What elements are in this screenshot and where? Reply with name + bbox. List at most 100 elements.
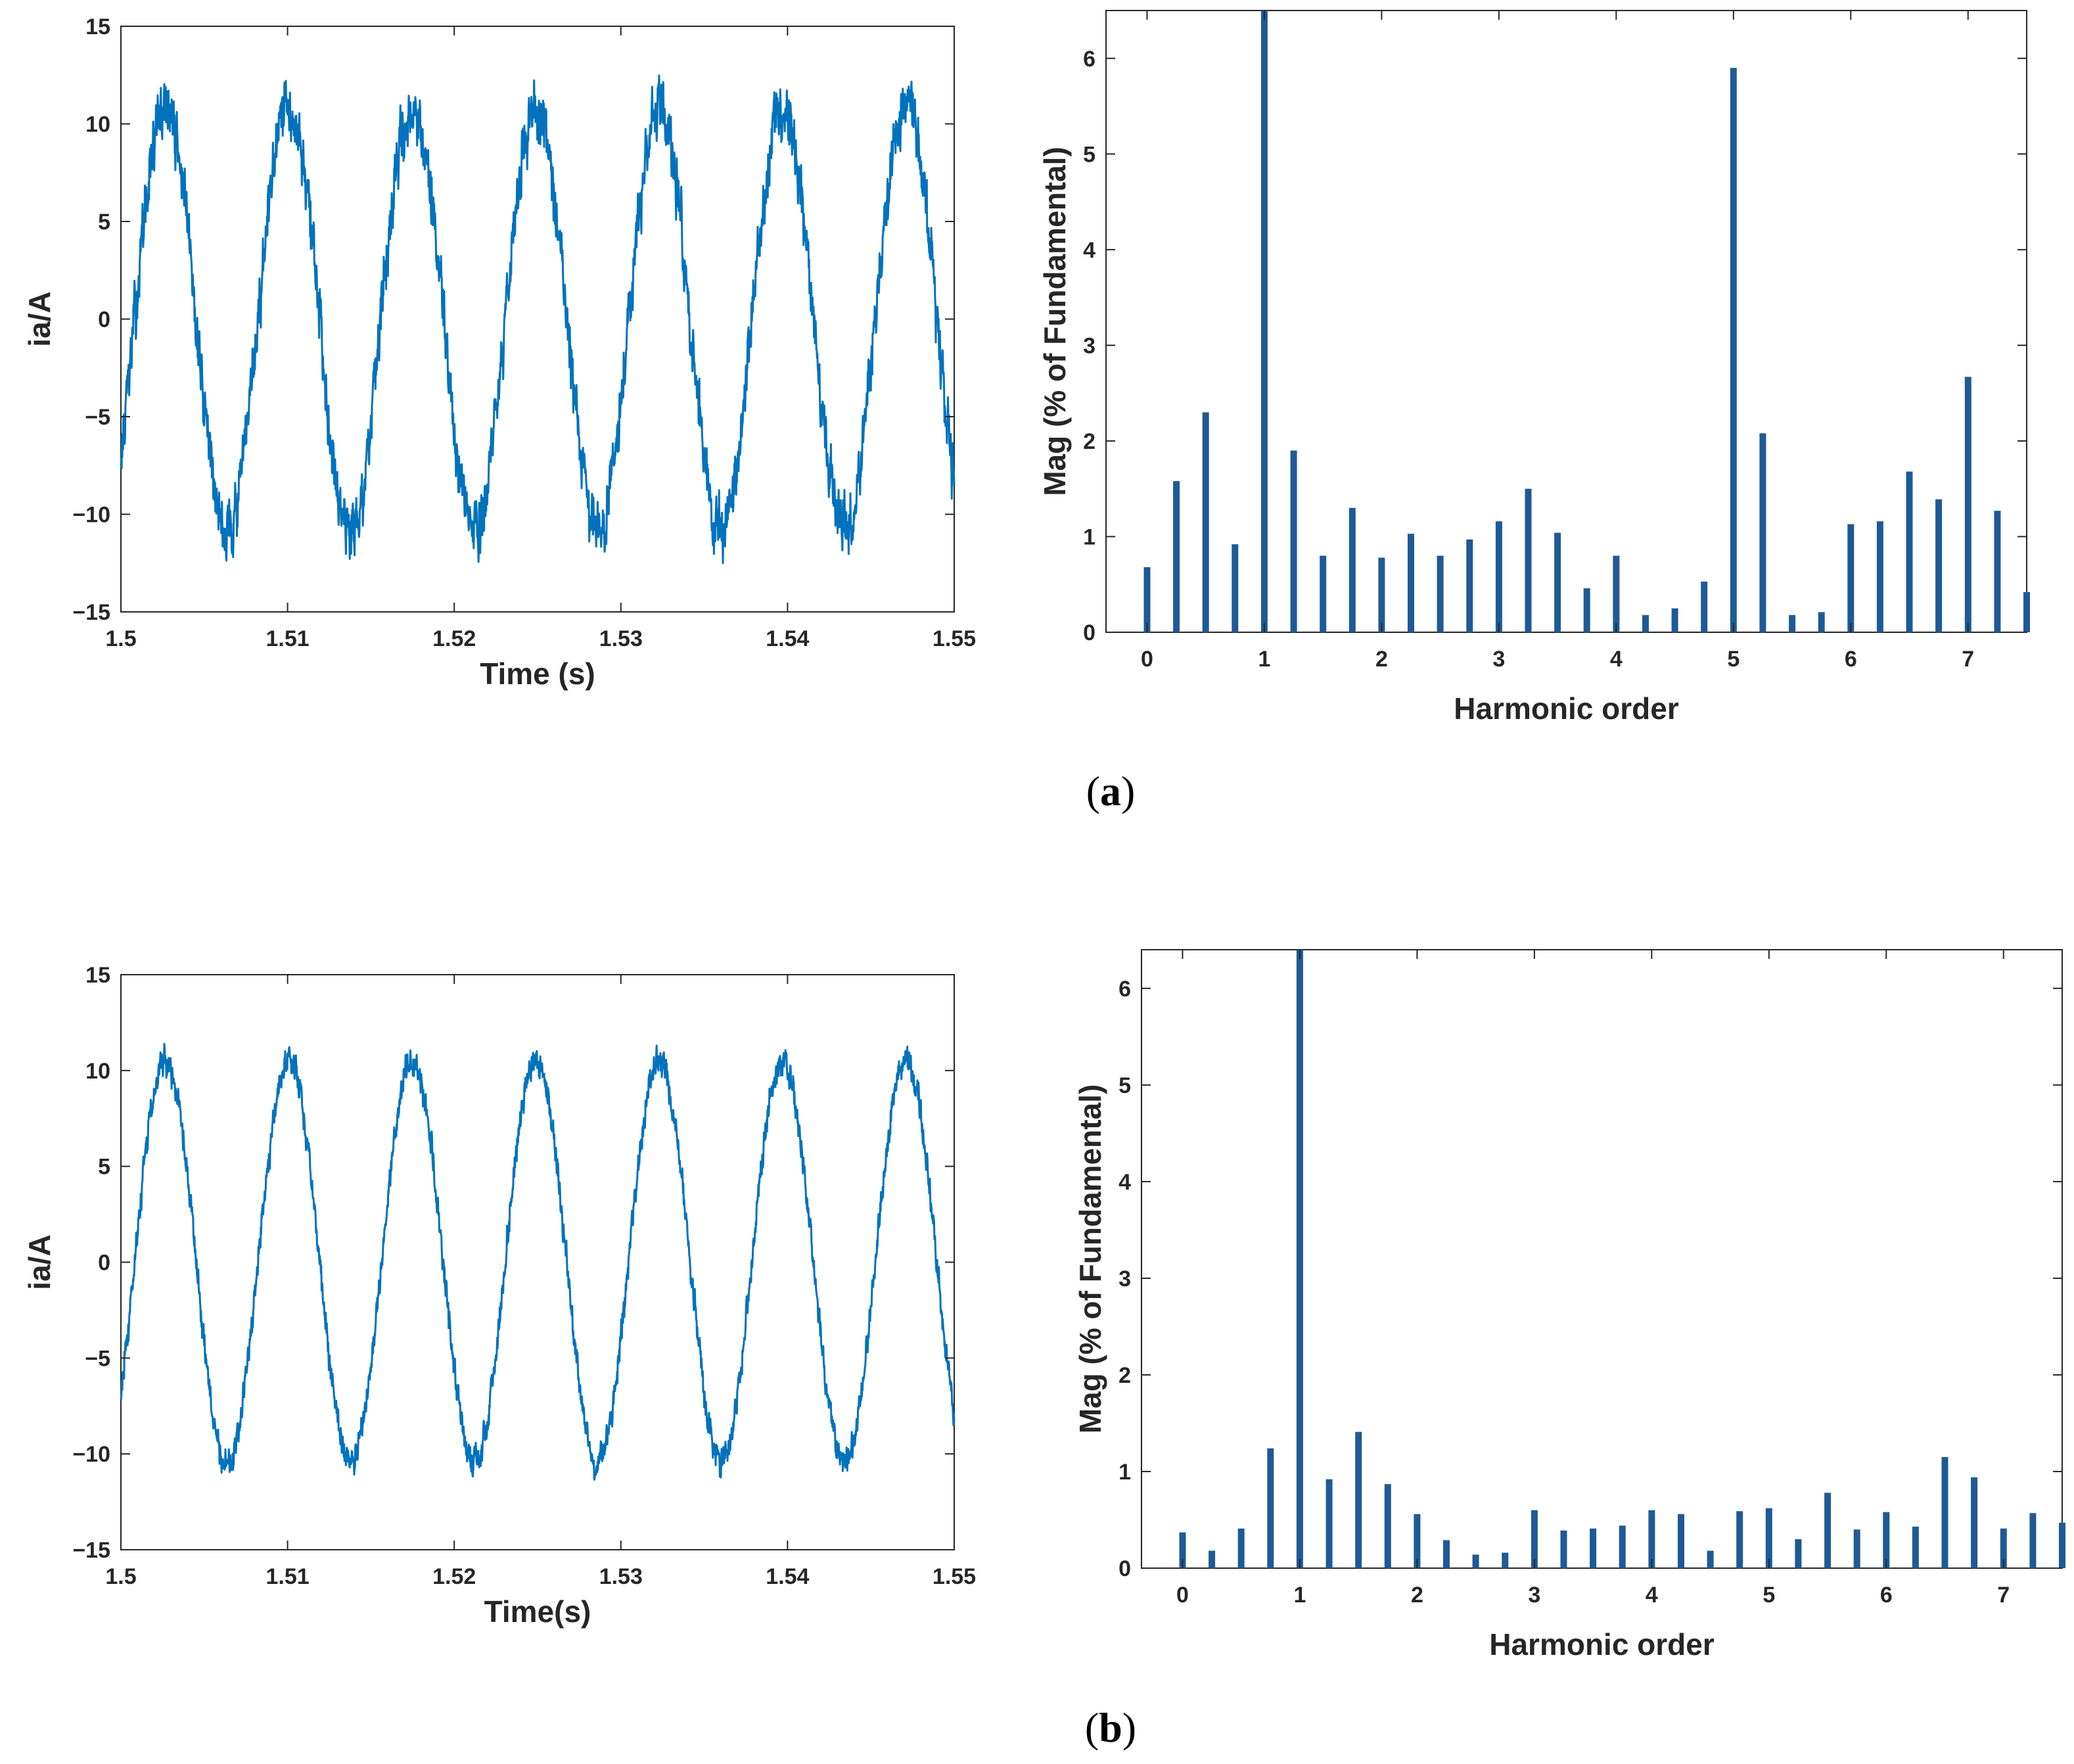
- harmonic-bar: [1378, 557, 1385, 632]
- x-tick-label: 5: [1727, 647, 1740, 672]
- x-tick-label: 2: [1375, 647, 1388, 672]
- x-tick-label: 6: [1880, 1583, 1893, 1608]
- harmonic-bar: [1502, 1552, 1509, 1568]
- x-tick-label: 3: [1528, 1583, 1540, 1608]
- x-tick-label: 0: [1176, 1583, 1189, 1608]
- harmonic-bar: [1759, 433, 1766, 632]
- harmonic-bar: [1260, 11, 1268, 632]
- x-tick-label: 1.51: [266, 1564, 310, 1589]
- harmonic-bar: [1701, 581, 1708, 632]
- x-axis-label: Harmonic order: [1454, 691, 1679, 726]
- x-axis-label: Time(s): [484, 1594, 591, 1629]
- harmonic-bar: [1290, 450, 1297, 632]
- x-tick-label: 6: [1845, 647, 1857, 672]
- harmonic-bar: [1443, 1540, 1450, 1568]
- chart-a-harmonic-spectrum: 0 1 2 3 4 5 6 0 1 2 3 4 5 6 7 Harmonic order Mag (% of F…: [1038, 10, 2030, 726]
- a-right-plot-frame: [1105, 10, 2027, 633]
- harmonic-bar: [1554, 532, 1561, 632]
- y-tick-label: 5: [1118, 1073, 1131, 1098]
- harmonic-bar: [1671, 608, 1678, 632]
- y-tick-label: 0: [1083, 620, 1095, 645]
- x-tick-label: 2: [1411, 1583, 1423, 1608]
- harmonic-bar: [1325, 1479, 1333, 1568]
- x-tick-label: 1.55: [933, 626, 976, 651]
- chart-a-time-series: 15 10 5 0 −5 −10 −151.5 1.51 1.52 1.53 1.54 1.55 Tim…: [22, 14, 976, 691]
- harmonic-bar: [1847, 524, 1855, 632]
- harmonic-bar: [1941, 1456, 1948, 1568]
- x-tick-label: 1.55: [933, 1564, 976, 1589]
- y-tick-label: 2: [1118, 1363, 1131, 1388]
- harmonic-bar: [1876, 521, 1883, 632]
- x-tick-label: 0: [1141, 647, 1153, 672]
- harmonic-bar: [1971, 1477, 1978, 1568]
- harmonic-bar: [1765, 1508, 1772, 1568]
- x-tick-label: 4: [1610, 647, 1623, 672]
- harmonic-bar: [1590, 1528, 1597, 1568]
- harmonic-bar: [1678, 1514, 1684, 1568]
- harmonic-bar: [1437, 555, 1444, 632]
- y-tick-label: 10: [85, 112, 110, 137]
- harmonic-bar: [1355, 1431, 1362, 1568]
- harmonic-bar: [1736, 1511, 1743, 1568]
- harmonic-bar: [1179, 1532, 1186, 1568]
- x-tick-label: 1.52: [432, 1564, 476, 1589]
- x-tick-label: 3: [1492, 647, 1505, 672]
- x-tick-label: 1.51: [266, 626, 310, 651]
- harmonic-bar: [1613, 555, 1620, 632]
- harmonic-bar: [1209, 1550, 1216, 1568]
- x-tick-label: 1: [1293, 1583, 1306, 1608]
- x-axis-label: Time (s): [480, 657, 595, 691]
- x-tick-label: 7: [1997, 1583, 2010, 1608]
- y-axis-label: ia/A: [22, 291, 57, 346]
- harmonic-bar: [1789, 615, 1796, 632]
- harmonic-bar: [1267, 1448, 1274, 1568]
- y-axis-label: Mag (% of Fundamental): [1038, 147, 1072, 496]
- y-tick-label: 1: [1118, 1460, 1131, 1485]
- y-tick-label: 4: [1118, 1170, 1131, 1195]
- harmonic-bar: [1384, 1484, 1391, 1568]
- harmonic-bar: [1853, 1529, 1860, 1568]
- x-tick-label: 1.52: [432, 626, 476, 651]
- x-tick-label: 5: [1763, 1583, 1775, 1608]
- harmonic-bar: [1964, 377, 1971, 632]
- y-tick-label: 0: [98, 308, 110, 333]
- x-tick-label: 1.53: [599, 626, 643, 651]
- x-tick-label: 7: [1962, 647, 1974, 672]
- y-tick-label: 10: [85, 1059, 110, 1084]
- harmonic-bar: [1472, 1554, 1479, 1568]
- y-tick-label: 4: [1083, 238, 1095, 263]
- harmonic-bar: [1531, 1510, 1538, 1568]
- y-tick-label: 5: [98, 1155, 110, 1180]
- harmonic-bar: [1143, 567, 1151, 632]
- x-tick-label: 1.5: [105, 626, 136, 651]
- current-waveform-line: [120, 74, 956, 565]
- harmonic-bar: [2000, 1528, 2007, 1568]
- chart-b-time-series: 15 10 5 0 −5 −10 −151.5 1.51 1.52 1.53 1.54 1.55 Tim…: [22, 963, 976, 1629]
- y-tick-label: 6: [1083, 47, 1095, 72]
- harmonic-bar: [1414, 1514, 1421, 1568]
- harmonic-bar: [1642, 615, 1649, 632]
- y-tick-label: −15: [72, 600, 110, 625]
- harmonic-bar: [1408, 534, 1414, 632]
- harmonic-bar: [2059, 1522, 2065, 1568]
- harmonic-bar: [1906, 471, 1913, 632]
- x-tick-label: 4: [1646, 1583, 1658, 1608]
- caption-b: (b): [1085, 1704, 1136, 1751]
- harmonic-bar: [1795, 1539, 1802, 1568]
- y-tick-label: 15: [85, 963, 110, 988]
- harmonic-bar: [1202, 412, 1209, 632]
- x-tick-label: 1.53: [599, 1564, 643, 1589]
- harmonic-bar: [1320, 555, 1327, 632]
- harmonic-bar: [1994, 511, 2001, 632]
- harmonic-bar: [1232, 544, 1239, 632]
- harmonic-bar: [1883, 1512, 1890, 1568]
- y-tick-label: −5: [85, 405, 110, 430]
- harmonic-bar: [1296, 950, 1303, 1568]
- y-tick-label: −10: [72, 1442, 110, 1467]
- y-tick-label: 0: [1118, 1556, 1131, 1581]
- y-tick-label: 3: [1118, 1266, 1131, 1291]
- current-waveform-line: [120, 1042, 956, 1481]
- y-tick-label: 0: [98, 1251, 110, 1276]
- x-tick-label: 1.54: [766, 626, 809, 651]
